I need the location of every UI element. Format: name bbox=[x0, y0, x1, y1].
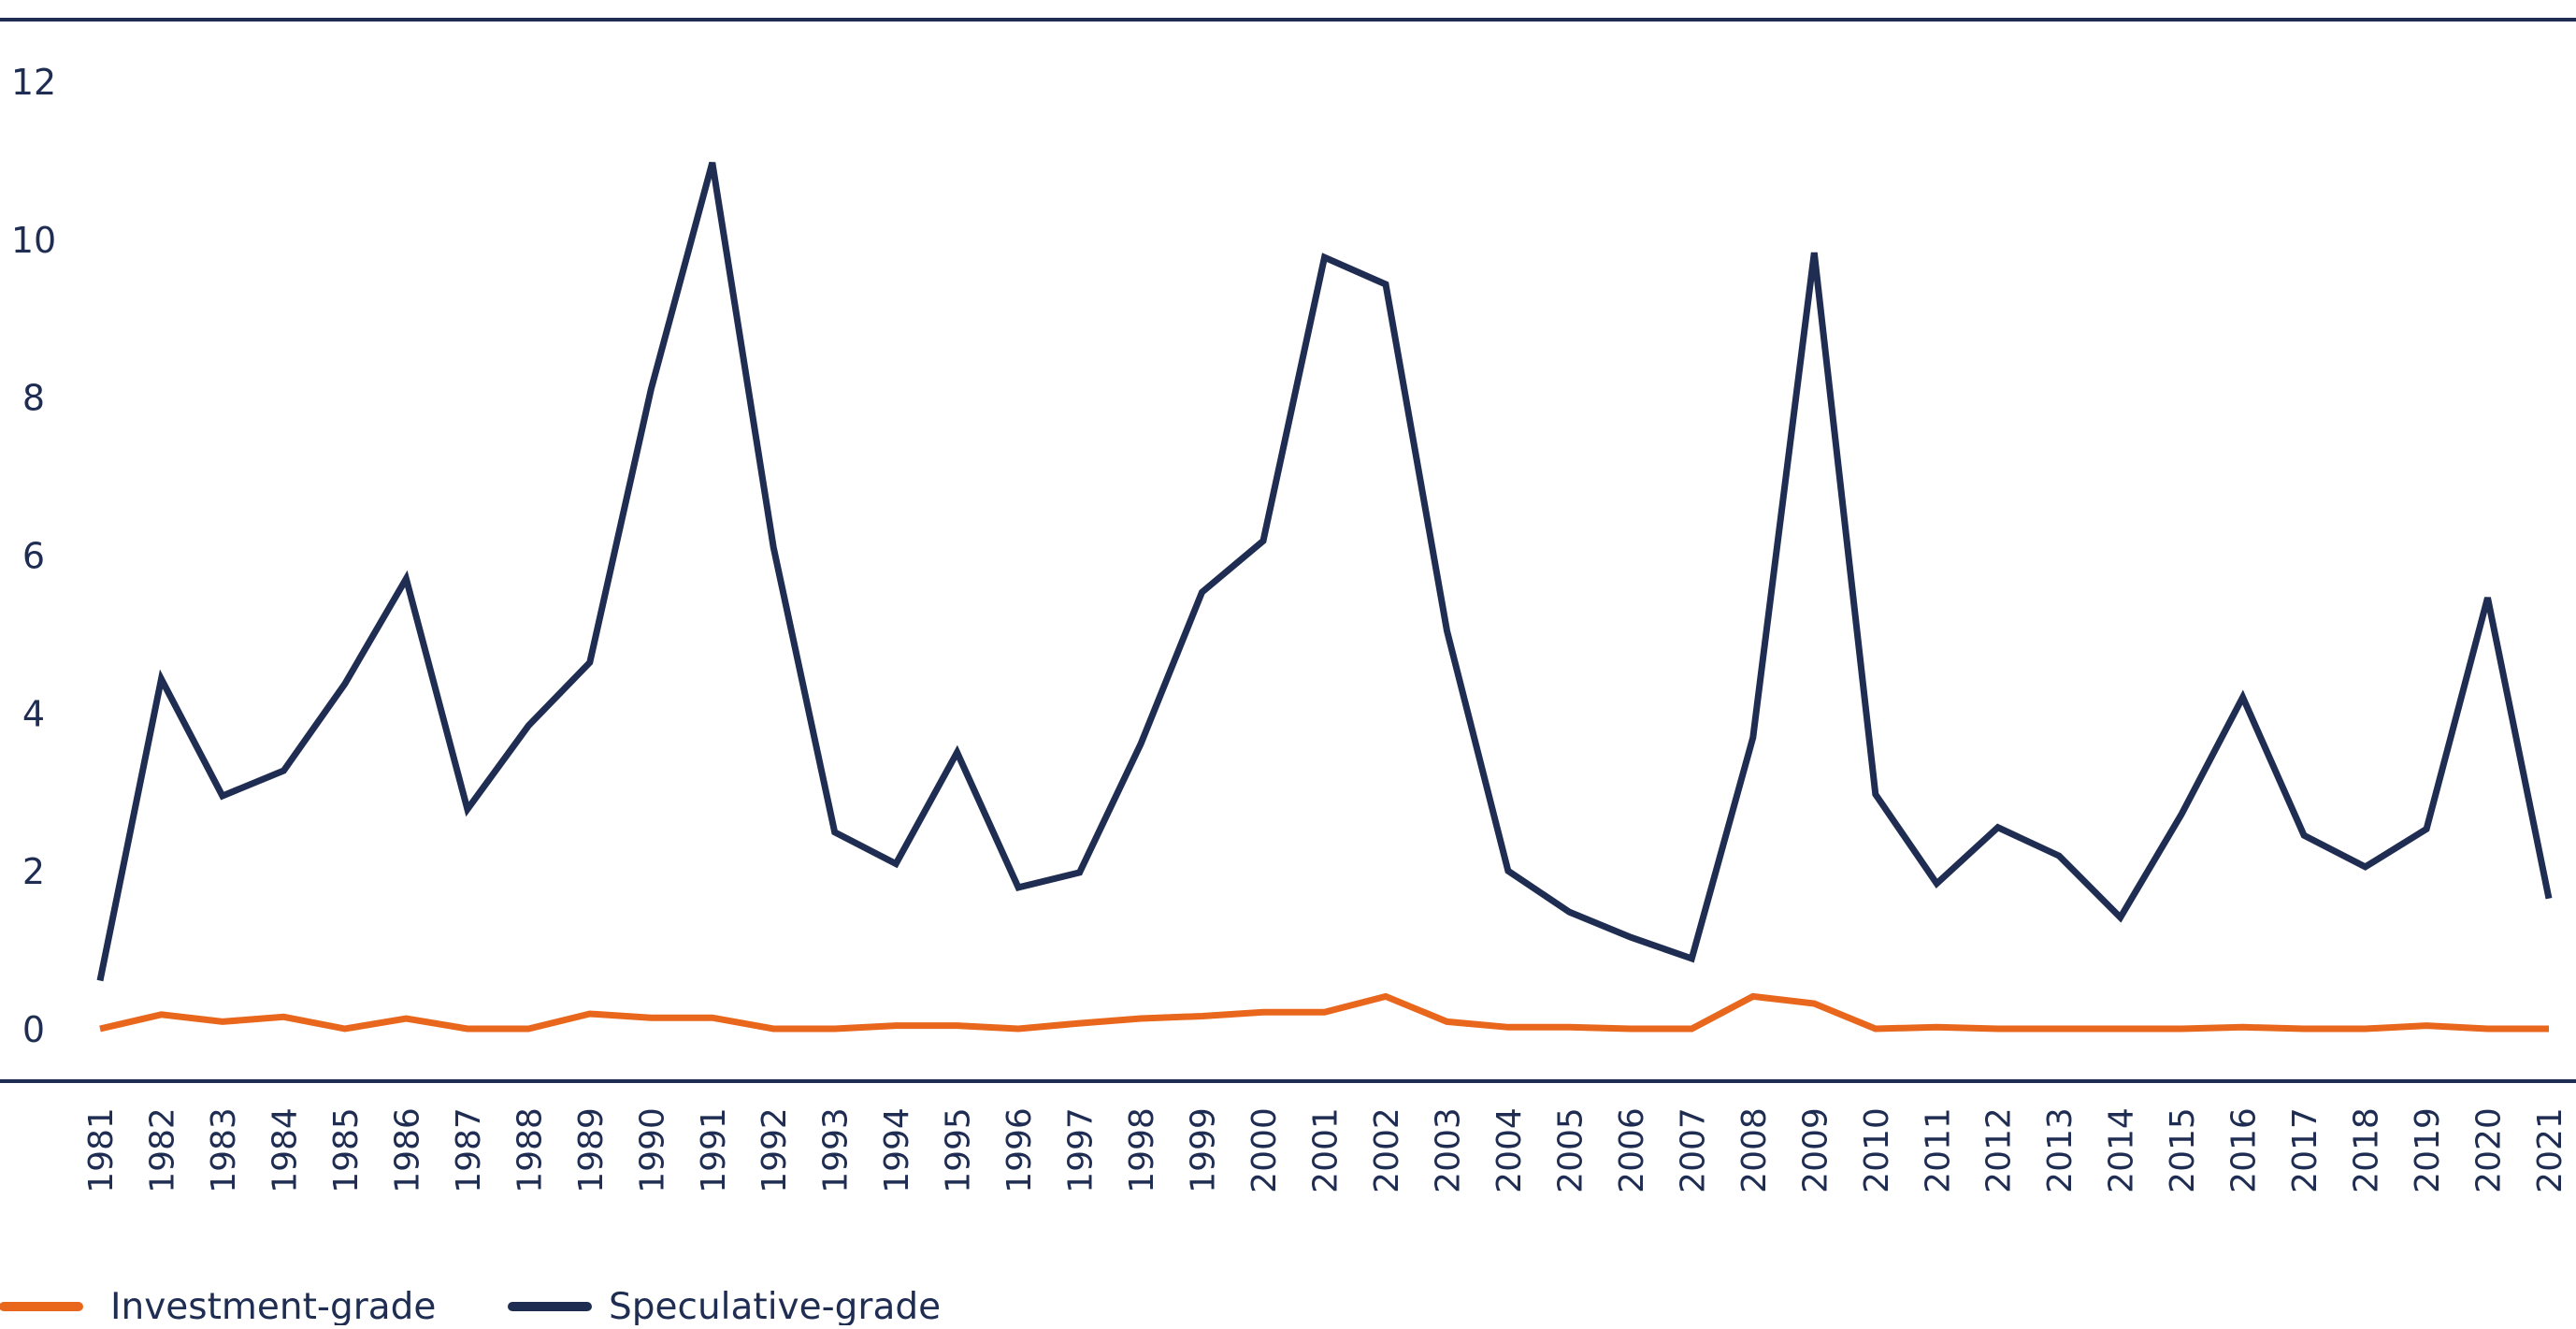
x-tick-label: 2020 bbox=[2470, 1107, 2509, 1193]
y-tick-label: 2 bbox=[22, 851, 45, 892]
x-tick-label: 2015 bbox=[2164, 1107, 2202, 1193]
x-tick-label: 2007 bbox=[1674, 1107, 1712, 1193]
x-tick-label: 1987 bbox=[450, 1107, 488, 1193]
x-tick-label: 2003 bbox=[1429, 1107, 1467, 1193]
x-tick-label: 2012 bbox=[1980, 1107, 2019, 1193]
y-tick-label: 0 bbox=[22, 1009, 45, 1050]
legend-label: Speculative-grade bbox=[609, 1286, 941, 1325]
x-tick-label: 1983 bbox=[205, 1107, 243, 1193]
x-tick-label: 1988 bbox=[511, 1107, 549, 1193]
y-tick-label: 6 bbox=[22, 536, 45, 577]
x-tick-label: 2014 bbox=[2103, 1107, 2141, 1193]
y-tick-label: 8 bbox=[22, 378, 45, 419]
x-tick-label: 2002 bbox=[1368, 1107, 1406, 1193]
x-tick-label: 1986 bbox=[388, 1107, 426, 1193]
x-tick-label: 2017 bbox=[2286, 1107, 2324, 1193]
x-tick-label: 1982 bbox=[143, 1107, 181, 1193]
x-tick-label: 1985 bbox=[327, 1107, 366, 1193]
x-tick-label: 1999 bbox=[1185, 1107, 1223, 1193]
x-tick-label: 1993 bbox=[817, 1107, 856, 1193]
series-line-investment-grade bbox=[100, 996, 2549, 1029]
x-tick-label: 1984 bbox=[266, 1107, 304, 1193]
x-tick-label: 2000 bbox=[1245, 1107, 1284, 1193]
x-tick-label: 1995 bbox=[940, 1107, 978, 1193]
x-tick-label: 2018 bbox=[2348, 1107, 2386, 1193]
x-tick-label: 2013 bbox=[2041, 1107, 2080, 1193]
x-tick-label: 1998 bbox=[1123, 1107, 1161, 1193]
x-tick-label: 1992 bbox=[756, 1107, 794, 1193]
x-tick-label: 2011 bbox=[1919, 1107, 1957, 1193]
x-tick-label: 1996 bbox=[1000, 1107, 1039, 1193]
x-tick-label: 2004 bbox=[1490, 1107, 1529, 1193]
x-tick-label: 2005 bbox=[1551, 1107, 1590, 1193]
x-tick-label: 2010 bbox=[1858, 1107, 1896, 1193]
y-tick-label: 10 bbox=[11, 220, 56, 261]
x-tick-label: 1981 bbox=[82, 1107, 121, 1193]
x-tick-label: 2008 bbox=[1735, 1107, 1774, 1193]
y-tick-label: 4 bbox=[22, 693, 45, 734]
x-tick-label: 1990 bbox=[633, 1107, 671, 1193]
x-tick-label: 2021 bbox=[2531, 1107, 2569, 1193]
x-tick-label: 2006 bbox=[1613, 1107, 1651, 1193]
legend-label: Investment-grade bbox=[110, 1286, 436, 1325]
series-line-speculative-grade bbox=[100, 163, 2549, 981]
x-tick-label: 2016 bbox=[2225, 1107, 2264, 1193]
x-tick-label: 2009 bbox=[1796, 1107, 1835, 1193]
y-tick-label: 12 bbox=[11, 62, 56, 103]
x-tick-label: 1991 bbox=[695, 1107, 733, 1193]
x-tick-label: 1997 bbox=[1062, 1107, 1101, 1193]
x-tick-label: 2019 bbox=[2409, 1107, 2447, 1193]
x-tick-label: 1994 bbox=[878, 1107, 916, 1193]
x-tick-label: 1989 bbox=[572, 1107, 611, 1193]
x-tick-label: 2001 bbox=[1307, 1107, 1346, 1193]
